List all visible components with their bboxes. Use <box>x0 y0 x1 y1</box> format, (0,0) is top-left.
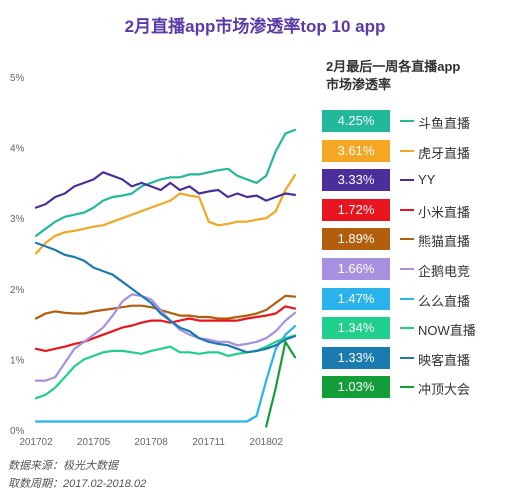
series-line-映客直播 <box>34 241 297 354</box>
legend-series-name: 映客直播 <box>418 352 471 368</box>
legend-item: 1.47% 么么直播 <box>322 286 508 316</box>
series-line-么么直播 <box>34 325 297 423</box>
y-tick-label: 0% <box>10 426 25 437</box>
legend-line-swatch <box>400 120 414 122</box>
legend-line-swatch <box>400 238 414 241</box>
legend-series-name: 冲顶大会 <box>418 382 471 398</box>
x-tick-label: 201705 <box>77 437 111 448</box>
x-tick-label: 201711 <box>192 437 225 448</box>
legend-value-badge: 1.33% <box>322 346 390 369</box>
legend-item: 3.33% YY <box>322 167 508 197</box>
legend-title-line1: 2月最后一周各直播app <box>326 59 461 74</box>
legend-line-swatch <box>400 179 414 182</box>
y-tick-label: 2% <box>10 285 25 296</box>
legend: 4.25% 斗鱼直播 3.61% 虎牙直播 3.33% YY 1.72% 小米直播 1.89% 熊… <box>322 108 508 404</box>
legend-item: 4.25% 斗鱼直播 <box>322 108 508 138</box>
chart-title: 2月直播app市场渗透率top 10 app <box>124 17 386 36</box>
legend-value-badge: 1.89% <box>322 228 390 251</box>
legend-item: 1.66% 企鹅电竞 <box>322 256 508 286</box>
legend-title-line2: 市场渗透率 <box>326 77 392 92</box>
legend-series-name: 斗鱼直播 <box>418 116 471 131</box>
x-tick-label: 201708 <box>134 437 168 448</box>
legend-value-badge: 1.03% <box>322 376 390 399</box>
legend-series-name: NOW直播 <box>418 323 476 339</box>
legend-item: 1.72% 小米直播 <box>322 197 508 227</box>
legend-value-badge: 3.33% <box>322 169 390 192</box>
legend-item: 1.03% 冲顶大会 <box>322 374 508 404</box>
legend-value-badge: 1.34% <box>322 317 390 340</box>
series-line-YY <box>34 171 297 209</box>
x-tick-label: 201702 <box>19 437 53 448</box>
series-line-小米直播 <box>34 305 297 352</box>
y-tick-label: 1% <box>10 355 25 366</box>
legend-value-badge: 1.47% <box>322 287 390 310</box>
series-line-企鹅电竞 <box>34 293 297 382</box>
legend-series-name: 么么直播 <box>418 293 471 309</box>
legend-line-swatch <box>400 356 414 359</box>
footer: 数据来源：极光大数据 取数周期：2017.02-2018.02 <box>8 457 146 493</box>
legend-value-badge: 3.61% <box>322 139 390 162</box>
legend-item: 1.34% NOW直播 <box>322 315 508 345</box>
legend-title: 2月最后一周各直播app 市场渗透率 <box>326 58 506 94</box>
legend-series-name: YY <box>418 172 436 188</box>
legend-line-swatch <box>400 149 414 152</box>
series-line-斗鱼直播 <box>34 128 297 237</box>
legend-line-swatch <box>400 267 414 270</box>
y-tick-label: 4% <box>10 144 25 155</box>
y-tick-label: 5% <box>10 73 25 84</box>
series-line-熊猫直播 <box>34 294 297 320</box>
series-line-冲顶大会 <box>265 340 297 428</box>
legend-series-name: 小米直播 <box>418 204 471 220</box>
legend-series-name: 虎牙直播 <box>418 145 471 161</box>
line-chart: 0% 1% 2% 3% 4% 5% 201702 201705 201708 201711 2018… <box>10 73 297 448</box>
legend-line-swatch <box>400 386 414 389</box>
legend-item: 1.33% 映客直播 <box>322 345 508 375</box>
legend-item: 3.61% 虎牙直播 <box>322 138 508 168</box>
legend-value-badge: 4.25% <box>322 110 390 132</box>
legend-value-badge: 1.72% <box>322 198 390 221</box>
series-line-虎牙直播 <box>34 174 297 255</box>
legend-line-swatch <box>400 297 414 300</box>
legend-series-name: 熊猫直播 <box>418 234 471 250</box>
data-period: 取数周期：2017.02-2018.02 <box>8 478 147 490</box>
y-tick-label: 3% <box>10 214 25 225</box>
legend-line-swatch <box>400 208 414 211</box>
x-tick-label: 201802 <box>250 437 284 448</box>
data-source: 数据来源：极光大数据 <box>8 460 118 472</box>
legend-value-badge: 1.66% <box>322 257 390 280</box>
legend-series-name: 企鹅电竞 <box>418 263 471 279</box>
legend-line-swatch <box>400 327 414 330</box>
legend-item: 1.89% 熊猫直播 <box>322 226 508 256</box>
